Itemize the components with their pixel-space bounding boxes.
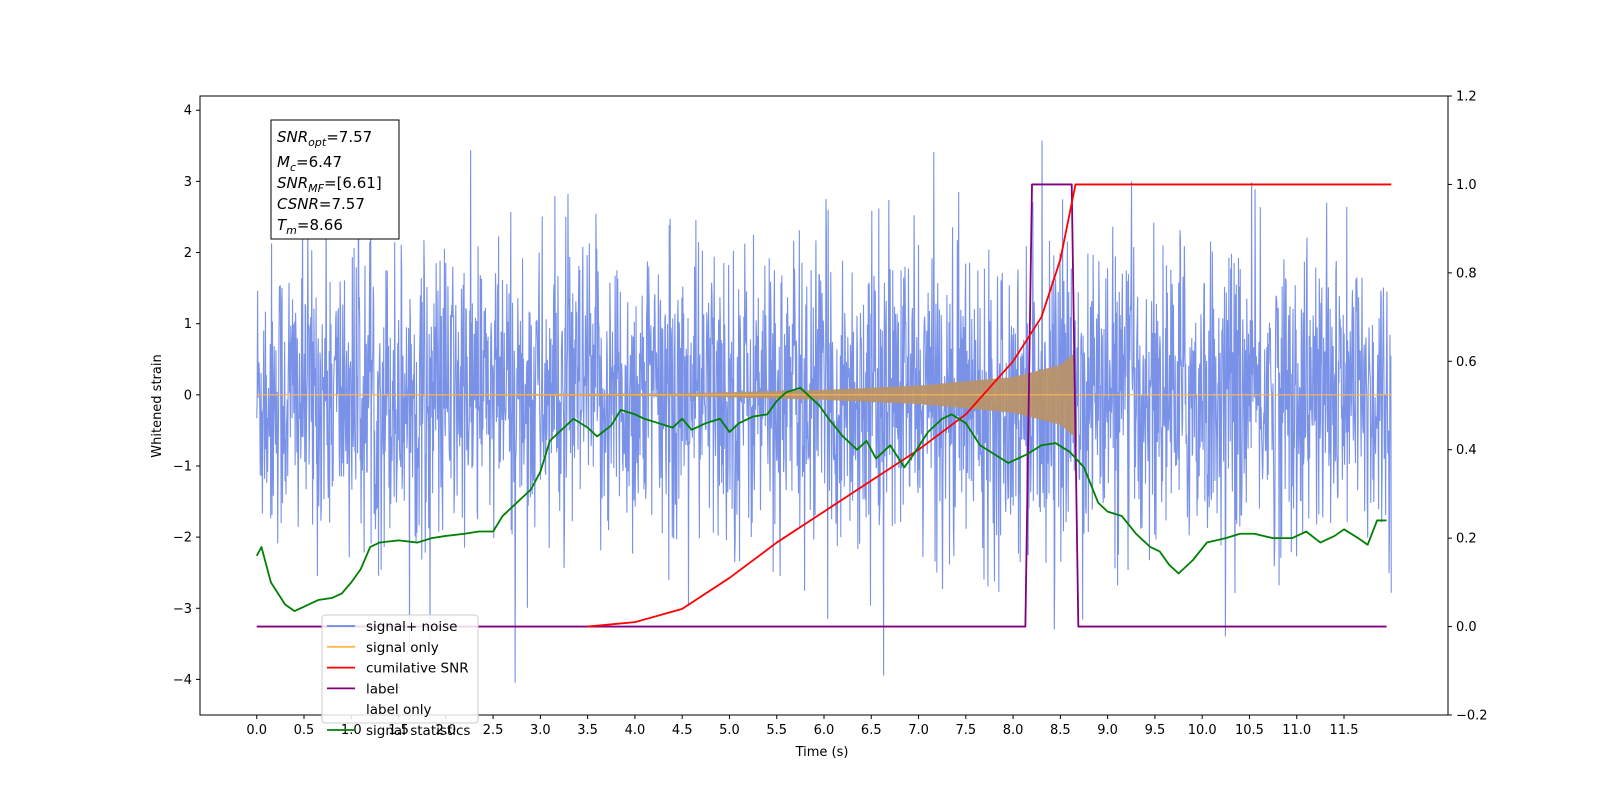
x-tick-label: 8.0 <box>1003 723 1024 738</box>
x-tick-label: 11.0 <box>1282 723 1311 738</box>
x-tick-label: 5.0 <box>719 723 740 738</box>
x-tick-label: 7.5 <box>955 723 976 738</box>
y2-tick-label: 1.2 <box>1456 90 1477 105</box>
y-tick-label: −1 <box>173 459 192 474</box>
signal-noise-line <box>256 124 1392 683</box>
y-tick-label: −2 <box>173 531 192 546</box>
x-axis-label: Time (s) <box>795 745 849 760</box>
legend-label-signal-noise: signal+ noise <box>366 619 457 635</box>
series-signal-only <box>256 352 1392 438</box>
series-line-label <box>256 183 1387 628</box>
legend-label-cumilative-snr: cumilative SNR <box>366 661 469 677</box>
y2-tick-label: 1.0 <box>1456 178 1477 193</box>
legend-label-label: label <box>366 681 399 697</box>
y2-tick-label: 0.4 <box>1456 443 1477 458</box>
x-tick-label: 6.5 <box>861 723 882 738</box>
x-tick-label: 3.5 <box>577 723 598 738</box>
legend: signal+ noise signal only cumilative SNR la… <box>321 614 479 739</box>
x-tick-label: 3.0 <box>530 723 551 738</box>
y-tick-label: 1 <box>184 317 192 332</box>
x-tick-label: 8.5 <box>1050 723 1071 738</box>
annotation-tm: Tm=8.66 <box>277 216 343 237</box>
y-tick-label: −4 <box>173 673 192 688</box>
y-tick-label: −3 <box>173 602 192 617</box>
x-tick-label: 0.5 <box>294 723 315 738</box>
series-signal-noise <box>256 124 1392 683</box>
x-tick-label: 9.0 <box>1097 723 1118 738</box>
y2-tick-label: 0.2 <box>1456 532 1477 547</box>
y-tick-label: 0 <box>184 388 192 403</box>
x-tick-label: 2.0 <box>435 723 456 738</box>
annotation-snr-opt: SNRopt=7.57 <box>277 128 372 149</box>
x-tick-label: 9.5 <box>1145 723 1166 738</box>
y2-tick-label: 0.8 <box>1456 266 1477 281</box>
x-tick-label: 7.0 <box>908 723 929 738</box>
annotation-mc: Mc=6.47 <box>277 153 342 174</box>
x-tick-label: 0.0 <box>246 723 267 738</box>
legend-label-label-only: label only <box>366 702 432 718</box>
annotation-box: SNRopt=7.57 Mc=6.47 SNRMF=[6.61] CSNR=7.… <box>270 119 400 240</box>
x-tick-label: 4.5 <box>672 723 693 738</box>
series-lines <box>255 183 1392 628</box>
x-tick-label: 10.5 <box>1235 723 1264 738</box>
x-tick-label: 4.0 <box>625 723 646 738</box>
x-tick-label: 10.0 <box>1188 723 1217 738</box>
series-line-cumilative-snr <box>587 183 1392 628</box>
y2-tick-label: 0.0 <box>1456 620 1477 635</box>
y2-tick-label: −0.2 <box>1456 709 1488 724</box>
y-tick-label: 2 <box>184 246 192 261</box>
x-axis-ticks: 0.0 0.5 1.0 1.5 2.0 2.5 3.0 3.5 4.0 4.5 5.0 5.5 6.0 6… <box>246 715 1358 738</box>
y-tick-label: 3 <box>184 175 192 190</box>
y-axis-label: Whitened strain <box>150 354 165 457</box>
x-tick-label: 1.5 <box>388 723 409 738</box>
y-tick-label: 4 <box>184 104 192 119</box>
annotation-snr-mf: SNRMF=[6.61] <box>277 174 382 195</box>
x-tick-label: 5.5 <box>766 723 787 738</box>
legend-label-signal-statistics: signal statistics <box>366 723 470 739</box>
annotation-csnr: CSNR=7.57 <box>277 195 365 213</box>
legend-label-signal-only: signal only <box>366 640 439 656</box>
y2-tick-label: 0.6 <box>1456 355 1477 370</box>
x-tick-label: 6.0 <box>814 723 835 738</box>
x-tick-label: 11.5 <box>1330 723 1359 738</box>
x-tick-label: 2.5 <box>483 723 504 738</box>
y-axis-ticks: 4 3 2 1 0 −1 −2 −3 −4 <box>173 104 200 688</box>
series-line-signal-statistics <box>255 386 1387 612</box>
y2-axis-ticks: 1.2 1.0 0.8 0.6 0.4 0.2 0.0 −0.2 <box>1448 90 1488 724</box>
